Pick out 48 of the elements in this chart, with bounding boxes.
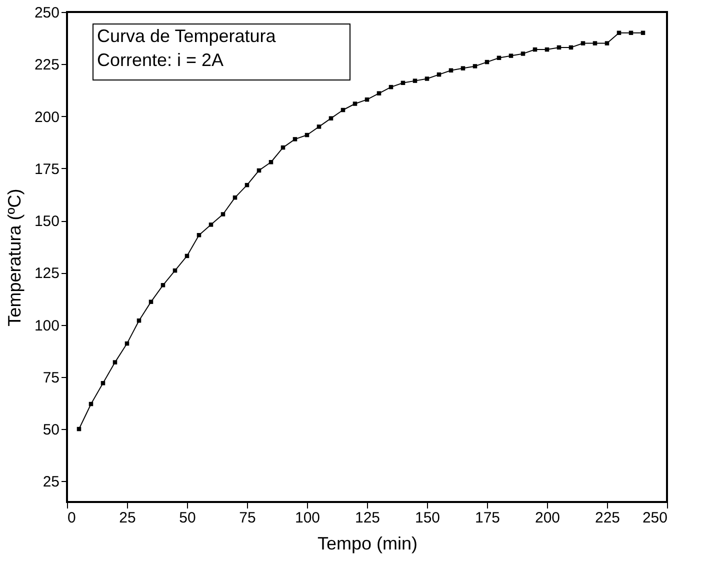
y-tick-label: 200 [34,108,60,126]
y-tick-label: 175 [34,160,60,178]
point [112,360,118,364]
point [592,41,598,46]
y-tick-label: 225 [34,56,60,74]
x-axis-title: Tempo (min) [317,534,418,554]
x-tick-label: 125 [354,510,380,526]
point [148,300,154,304]
point [352,102,358,106]
y-tick-label: 25 [42,474,60,491]
x-tick-label: 175 [474,510,500,526]
x-tick-label: 0 [68,510,76,526]
point [508,54,514,58]
x-tick-label: 250 [642,510,668,526]
y-tick-label: 250 [34,4,60,22]
point [100,381,106,386]
point [520,52,526,56]
point [208,222,214,227]
x-tick-label: 100 [294,510,320,526]
point [412,78,418,83]
point [628,30,634,35]
y-tick-label: 50 [42,422,60,439]
point [292,137,298,142]
point [376,91,382,96]
point [460,66,466,70]
point [328,116,334,120]
x-tick-label: 200 [534,510,560,526]
x-tick-label: 75 [239,510,256,526]
x-tick-label: 50 [179,510,196,526]
x-tick-label: 25 [119,510,136,526]
annotation: Corrente: i = 2A [97,50,224,70]
y-tick-label: 125 [34,265,60,282]
annotation: Curva de Temperatura [97,26,277,46]
point [316,124,322,129]
point [616,30,622,35]
y-tick-label: 150 [34,213,60,230]
y-tick-label: 75 [42,369,60,386]
point [640,30,646,35]
point [220,212,226,216]
point [604,41,610,46]
point [580,41,586,46]
y-tick-label: 100 [34,317,60,334]
x-tick-label: 225 [594,510,620,526]
point [472,64,478,68]
point [424,76,430,81]
x-tick-label: 150 [414,510,440,526]
point [160,283,166,288]
y-axis-title: Temperatura (ºC) [4,188,24,326]
